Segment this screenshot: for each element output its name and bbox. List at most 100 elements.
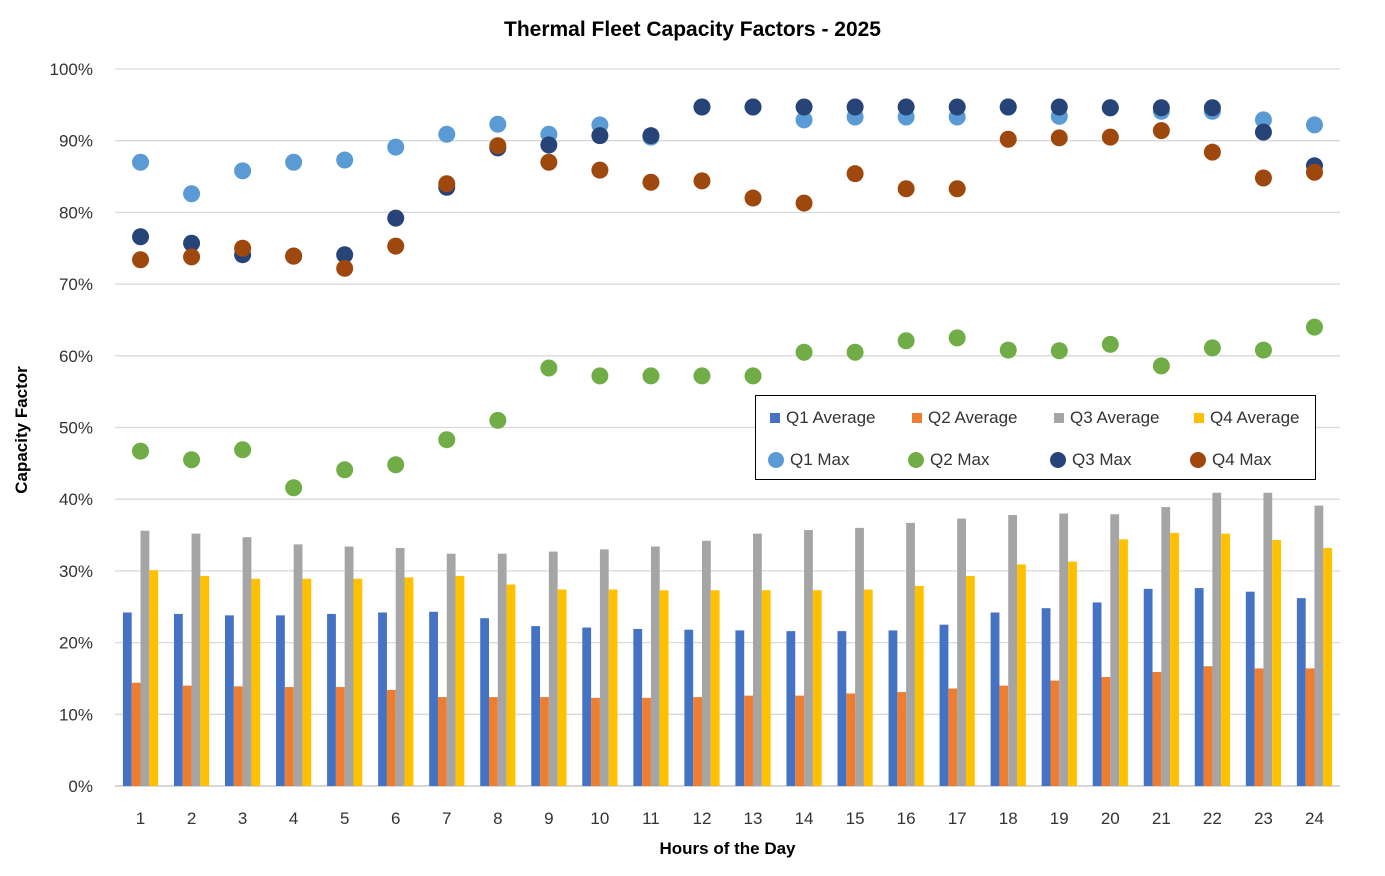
point-q4-max [438, 175, 456, 193]
point-q1-max [438, 125, 456, 143]
point-q3-max [948, 98, 966, 116]
bar-q2-average [948, 688, 958, 786]
x-tick-label: 7 [442, 809, 451, 828]
y-tick-label: 70% [59, 275, 93, 294]
point-q3-max [795, 98, 813, 116]
legend-item-q4-max: Q4 Max [1190, 450, 1272, 470]
point-q4-max [642, 173, 660, 191]
point-q4-max [285, 247, 303, 265]
point-q2-max [285, 479, 303, 497]
point-q4-max [744, 189, 762, 207]
point-q4-max [489, 137, 507, 155]
bar-q4-average [506, 584, 516, 786]
point-q3-max [1254, 123, 1272, 141]
point-q4-max [897, 180, 915, 198]
bar-q3-average [1263, 492, 1273, 786]
bar-q4-average [353, 578, 363, 786]
bar-q1-average [939, 624, 949, 786]
point-q3-max [387, 209, 405, 227]
x-tick-label: 12 [693, 809, 712, 828]
bar-q2-average [1152, 671, 1162, 786]
bar-q1-average [1245, 591, 1255, 786]
point-q4-max [1050, 129, 1068, 147]
bar-q3-average [1110, 514, 1120, 786]
legend-swatch [1054, 413, 1064, 423]
bar-q3-average [191, 533, 201, 786]
bar-q2-average [182, 685, 192, 786]
bar-q3-average [957, 518, 966, 786]
bar-q3-average [293, 544, 303, 786]
bar-q2-average [693, 697, 702, 786]
y-tick-label: 40% [59, 490, 93, 509]
y-axis-label: Capacity Factor [12, 366, 31, 494]
point-q2-max [999, 341, 1017, 359]
point-q2-max [948, 329, 966, 347]
bar-q2-average [1050, 680, 1060, 786]
bar-q3-average [1059, 513, 1069, 786]
bar-q4-average [914, 585, 924, 786]
bar-q4-average [608, 589, 618, 786]
legend-label: Q3 Average [1070, 408, 1160, 427]
point-q3-max [1152, 99, 1170, 117]
point-q3-max [591, 127, 609, 145]
point-q2-max [1305, 318, 1323, 336]
x-tick-label: 24 [1305, 809, 1324, 828]
bar-q1-average [735, 630, 745, 786]
point-q4-max [591, 161, 609, 179]
point-q2-max [387, 456, 405, 474]
legend-label: Q1 Average [786, 408, 876, 427]
legend-swatch [768, 452, 784, 468]
x-tick-label: 8 [493, 809, 502, 828]
point-q2-max [1101, 335, 1119, 353]
point-q2-max [642, 367, 660, 385]
bar-q4-average [200, 575, 210, 786]
bar-q3-average [344, 546, 354, 786]
bar-q1-average [276, 615, 285, 786]
point-q2-max [795, 343, 813, 361]
point-q2-max [183, 451, 201, 469]
point-q1-max [183, 185, 201, 203]
x-tick-label: 10 [590, 809, 609, 828]
bar-q3-average [906, 522, 915, 786]
bar-q1-average [1296, 598, 1306, 786]
point-q2-max [591, 367, 609, 385]
point-q1-max [234, 162, 252, 180]
point-q3-max [846, 98, 864, 116]
legend-label: Q2 Max [930, 450, 990, 469]
bar-q1-average [837, 631, 847, 786]
point-q4-max [1254, 169, 1272, 187]
x-tick-label: 14 [795, 809, 814, 828]
bar-q1-average [480, 618, 490, 786]
x-tick-label: 16 [897, 809, 916, 828]
point-q1-max [489, 115, 507, 133]
point-q4-max [1152, 122, 1170, 140]
bar-q2-average [1254, 668, 1264, 786]
bar-q4-average [557, 589, 567, 786]
point-q3-max [1203, 99, 1221, 117]
bar-q3-average [1212, 492, 1222, 786]
legend-label: Q4 Average [1210, 408, 1300, 427]
bar-q3-average [1314, 505, 1324, 786]
bar-q2-average [897, 692, 907, 786]
bar-q4-average [1272, 540, 1282, 786]
legend-swatch [1190, 452, 1206, 468]
x-axis-label: Hours of the Day [659, 839, 796, 858]
bar-q1-average [378, 612, 387, 786]
y-tick-label: 20% [59, 634, 93, 653]
point-q4-max [1101, 128, 1119, 146]
bar-q1-average [582, 627, 592, 786]
point-q4-max [795, 194, 813, 212]
legend-label: Q3 Max [1072, 450, 1132, 469]
bar-q4-average [710, 590, 720, 786]
point-q4-max [234, 239, 252, 257]
point-q4-max [1305, 163, 1323, 181]
point-q2-max [234, 441, 252, 459]
legend-item-q2-max: Q2 Max [908, 450, 990, 470]
point-q1-max [1305, 116, 1323, 134]
y-tick-label: 0% [68, 777, 93, 796]
legend: Q1 Average Q2 Average Q3 Average Q4 Aver… [755, 395, 1316, 480]
x-tick-label: 18 [999, 809, 1018, 828]
bar-q2-average [540, 697, 549, 786]
y-tick-label: 10% [59, 705, 93, 724]
point-q3-max [642, 127, 660, 145]
